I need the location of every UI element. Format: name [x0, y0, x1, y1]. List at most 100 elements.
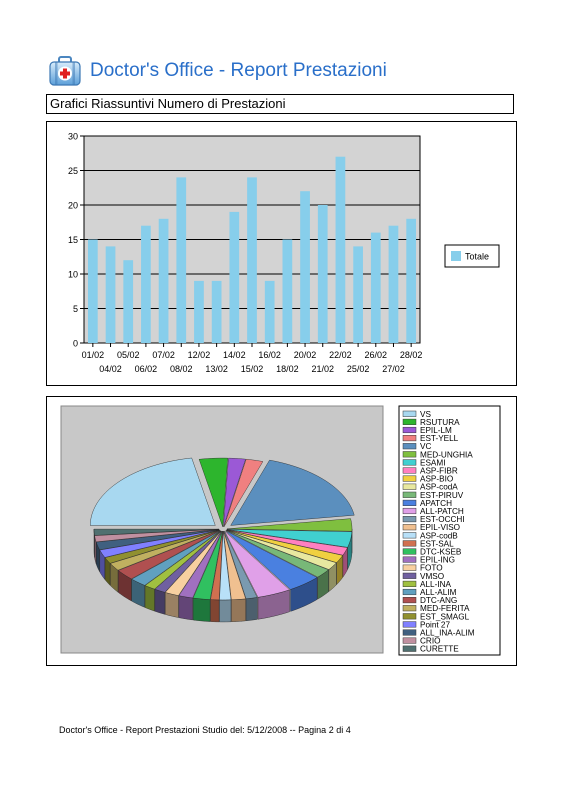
legend-swatch: [402, 645, 417, 652]
pie-slice: [94, 529, 220, 543]
y-tick-label: 10: [68, 270, 78, 280]
legend-swatch: [402, 637, 417, 644]
legend-swatch: [402, 588, 417, 596]
report-header: Doctor's Office - Report Prestazioni: [48, 54, 387, 88]
pie-slice: [226, 530, 329, 578]
legend-swatch: [402, 410, 417, 417]
legend-swatch: [402, 580, 417, 587]
legend-label: CRIO: [420, 637, 440, 646]
legend-swatch: [402, 516, 417, 523]
bar: [370, 232, 381, 343]
legend-swatch: [402, 467, 417, 474]
legend-swatch: [402, 532, 417, 539]
pie-slice: [230, 459, 355, 526]
pie-slice: [104, 529, 220, 564]
bar: [229, 211, 240, 343]
bar: [211, 280, 222, 343]
pie-slice-side: [219, 599, 232, 623]
legend-label: ESAMI: [420, 458, 445, 467]
legend-swatch: [402, 451, 417, 458]
pie-slice: [99, 529, 220, 558]
legend-label: DTC-KSEB: [420, 548, 462, 557]
pie-chart-panel: VS RSUTURA EPIL-LM EST-YELL VC MED-UNGHIA ESAM…: [46, 396, 517, 666]
y-tick-label: 20: [68, 201, 78, 211]
bar: [141, 225, 151, 343]
pie-slice-side: [210, 599, 220, 623]
legend-label: CURETTE: [420, 645, 459, 654]
pie-slice-side: [154, 588, 166, 615]
bar-chart: 0 5 10 15 20 25 30 01/02 04/02 05/02 06/02 07/02 08/…: [68, 132, 500, 374]
bar: [87, 239, 98, 343]
x-tick-label: 18/02: [276, 364, 299, 374]
y-tick-label: 5: [73, 304, 78, 314]
legend-swatch: [402, 459, 417, 466]
pie-slice: [224, 530, 290, 598]
legend-label: EST_SMAGL: [420, 612, 470, 621]
legend-label: EST-YELL: [420, 434, 459, 443]
legend-label: EPIL-VISO: [420, 523, 460, 532]
legend-label: DTC-ANG: [420, 596, 457, 605]
pie-slice: [198, 457, 228, 527]
legend-label: ASP-codA: [420, 483, 458, 492]
x-tick-label: 13/02: [205, 364, 228, 374]
bar: [105, 246, 116, 343]
bar: [353, 246, 363, 343]
pie-slice: [178, 530, 223, 599]
legend-label: ASP-FIBR: [420, 467, 458, 476]
x-tick-label: 08/02: [170, 364, 193, 374]
pie-slice: [223, 457, 246, 527]
legend-swatch: [402, 540, 417, 547]
medical-kit-icon: [49, 56, 81, 86]
x-tick-label: 12/02: [188, 350, 211, 360]
legend-label: FOTO: [420, 564, 443, 573]
pie-slice: [131, 530, 221, 586]
legend-label: MED-FERITA: [420, 604, 470, 613]
legend-label: VMSO: [420, 572, 444, 581]
legend-label: EST-PIRUV: [420, 491, 464, 500]
bar: [176, 177, 187, 343]
x-tick-label: 26/02: [365, 350, 388, 360]
legend-swatch: [402, 548, 417, 555]
x-tick-label: 15/02: [241, 364, 264, 374]
legend-swatch: [402, 572, 417, 579]
x-tick-label: 22/02: [329, 350, 352, 360]
legend-swatch: [402, 499, 417, 506]
page-footer: Doctor's Office - Report Prestazioni Stu…: [59, 725, 351, 735]
x-tick-label: 06/02: [135, 364, 158, 374]
bar: [282, 239, 293, 343]
pie-slice: [223, 531, 258, 600]
pie-slice: [109, 529, 220, 571]
legend-label: EPIL-LM: [420, 426, 452, 435]
pie-slice: [192, 531, 223, 600]
bar: [247, 177, 257, 343]
legend-swatch: [402, 613, 417, 620]
legend-swatch: [402, 491, 417, 498]
legend-label: EST-OCCHI: [420, 515, 465, 524]
legend-label: VS: [420, 410, 431, 419]
pie-slice: [219, 531, 232, 601]
legend-swatch: [402, 475, 417, 482]
legend-label: ALL_INA-ALIM: [420, 629, 475, 638]
x-tick-label: 04/02: [99, 364, 122, 374]
legend-swatch: [402, 597, 417, 604]
pie-slice-side: [231, 598, 246, 623]
pie-slice: [164, 530, 222, 596]
legend-swatch: [402, 629, 417, 636]
legend-swatch: [402, 418, 417, 425]
bar: [264, 280, 275, 343]
legend-swatch: [451, 251, 461, 261]
bar: [158, 218, 169, 343]
x-tick-label: 25/02: [347, 364, 370, 374]
pie-slice: [93, 528, 220, 536]
x-tick-label: 21/02: [311, 364, 334, 374]
bar: [335, 156, 346, 343]
pie-slice: [95, 529, 220, 551]
legend-swatch: [402, 435, 417, 442]
legend-swatch: [402, 556, 417, 563]
legend-label: MED-UNGHIA: [420, 450, 473, 459]
legend-swatch: [402, 507, 417, 515]
legend-swatch: [402, 524, 417, 531]
x-tick-label: 07/02: [152, 350, 175, 360]
bar: [317, 205, 328, 343]
legend-swatch: [402, 483, 417, 490]
